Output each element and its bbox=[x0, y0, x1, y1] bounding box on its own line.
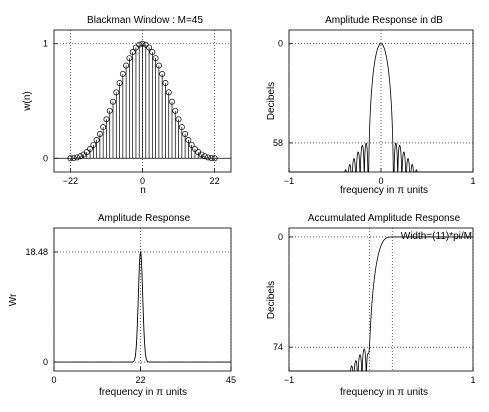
y-tick-label: 1 bbox=[43, 39, 48, 49]
stem-marker bbox=[116, 80, 123, 86]
x-tick-label: 22 bbox=[136, 375, 146, 385]
axes-box bbox=[53, 227, 232, 372]
stem-marker bbox=[159, 71, 166, 77]
stem-marker bbox=[90, 141, 97, 148]
plot-area: −1 1 0 74 Width=(11)*pi/M bbox=[273, 227, 476, 385]
stem-marker bbox=[100, 124, 107, 131]
y-axis-label: w(n) bbox=[22, 91, 33, 111]
x-tick-label: 0 bbox=[378, 176, 383, 186]
x-tick-label: −1 bbox=[284, 176, 294, 186]
stem-marker bbox=[136, 41, 143, 48]
chart-title: Blackman Window : M=45 bbox=[87, 15, 203, 26]
subplot-accumulated-response: Accumulated Amplitude Response Decibels … bbox=[266, 213, 476, 398]
x-tick-label: −22 bbox=[63, 176, 78, 186]
x-tick-label: 0 bbox=[140, 176, 145, 186]
stem-marker bbox=[87, 146, 94, 152]
stem-marker bbox=[175, 116, 182, 123]
x-axis-label: frequency in π units bbox=[340, 185, 428, 196]
stem-marker bbox=[155, 62, 162, 69]
y-tick-label: 18.48 bbox=[25, 247, 48, 257]
x-tick-label: 1 bbox=[470, 375, 475, 385]
stem-marker bbox=[162, 80, 169, 86]
y-axis-label: Decibels bbox=[266, 82, 277, 120]
subplot-blackman-window: Blackman Window : M=45 w(n) n −22 0 22 0 1 bbox=[22, 15, 232, 196]
stem-marker bbox=[198, 151, 205, 158]
annotation-text: Width=(11)*pi/M bbox=[401, 231, 472, 242]
x-tick-label: 22 bbox=[210, 176, 220, 186]
stem-marker bbox=[103, 116, 110, 123]
x-tick-label: 1 bbox=[470, 176, 475, 186]
x-axis-label: n bbox=[140, 185, 146, 196]
plot-area: 0 22 45 0 18.48 bbox=[25, 227, 236, 385]
stem-marker bbox=[129, 49, 136, 56]
chart-title: Amplitude Response in dB bbox=[325, 15, 443, 26]
stem-marker bbox=[119, 71, 126, 77]
series-line bbox=[289, 236, 473, 372]
stem-marker bbox=[165, 89, 172, 96]
chart-title: Amplitude Response bbox=[98, 213, 191, 224]
stem-marker bbox=[178, 124, 185, 131]
stem-marker bbox=[201, 153, 208, 160]
stem-marker bbox=[126, 55, 133, 62]
subplot-amplitude-db: Amplitude Response in dB Decibels freque… bbox=[266, 15, 476, 196]
stem-marker bbox=[106, 107, 113, 114]
axes-box bbox=[288, 227, 474, 372]
stem-marker bbox=[77, 153, 84, 160]
subplot-amplitude-response: Amplitude Response Wr frequency in π uni… bbox=[8, 213, 236, 398]
x-axis-label: frequency in π units bbox=[340, 387, 428, 398]
plot-area: −22 0 22 0 1 bbox=[43, 29, 232, 186]
y-tick-label: 74 bbox=[273, 342, 283, 352]
stem-marker bbox=[146, 44, 153, 51]
stem-marker bbox=[96, 131, 103, 137]
x-tick-label: −1 bbox=[284, 375, 294, 385]
stem-marker bbox=[149, 49, 156, 56]
series-line bbox=[289, 43, 473, 173]
y-axis-label: Decibels bbox=[266, 281, 277, 319]
x-tick-label: 0 bbox=[51, 375, 56, 385]
y-tick-label: 0 bbox=[278, 232, 283, 242]
stem-marker bbox=[205, 154, 212, 161]
plot-area: −1 0 1 0 58 bbox=[273, 29, 476, 186]
x-axis-label: frequency in π units bbox=[99, 387, 187, 398]
stem-marker bbox=[172, 107, 179, 114]
stem-marker bbox=[113, 89, 120, 96]
series-line bbox=[54, 250, 231, 363]
stem-marker bbox=[188, 141, 195, 148]
stem-marker bbox=[123, 62, 130, 69]
y-tick-label: 0 bbox=[43, 153, 48, 163]
x-tick-label: 45 bbox=[226, 375, 236, 385]
stem-marker bbox=[83, 149, 90, 156]
axes-box bbox=[288, 29, 474, 173]
y-tick-label: 0 bbox=[43, 357, 48, 367]
stem-marker bbox=[191, 146, 198, 152]
stem-marker bbox=[93, 136, 100, 143]
stem-marker bbox=[110, 98, 116, 105]
chart-title: Accumulated Amplitude Response bbox=[308, 213, 461, 224]
stem-marker bbox=[139, 40, 146, 47]
stem-marker bbox=[152, 55, 159, 62]
stem-marker bbox=[185, 136, 192, 143]
stem-marker bbox=[73, 154, 80, 161]
stem-marker bbox=[182, 131, 189, 137]
y-axis-label: Wr bbox=[8, 293, 19, 306]
axes-box bbox=[53, 29, 232, 173]
y-tick-label: 0 bbox=[278, 39, 283, 49]
stem-marker bbox=[169, 98, 175, 105]
y-tick-label: 58 bbox=[273, 138, 283, 148]
